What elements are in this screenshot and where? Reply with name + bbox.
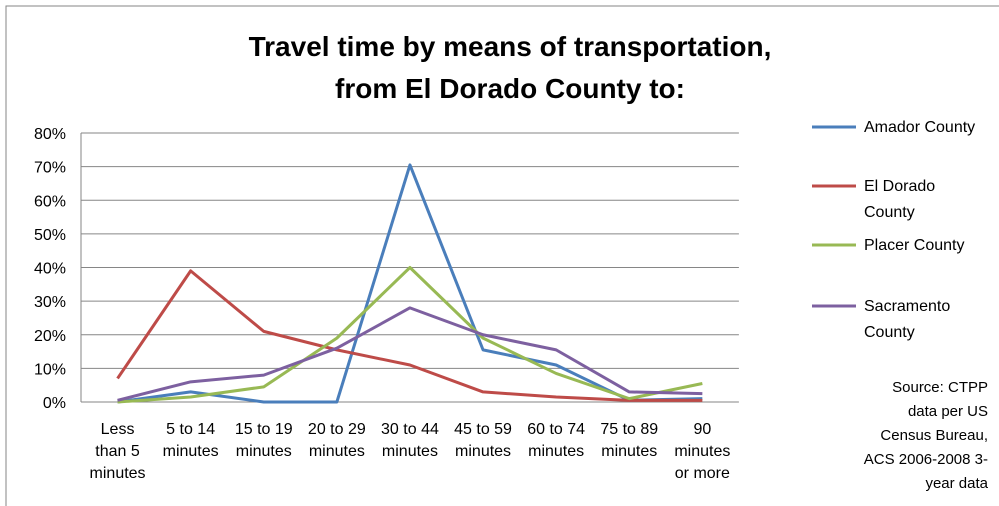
- chart-title: Travel time by means of transportation,: [249, 31, 772, 62]
- y-tick-label: 80%: [34, 126, 66, 143]
- legend-label: El Dorado County: [864, 178, 935, 221]
- x-tick-label: 5 to 14 minutes: [163, 421, 219, 460]
- source-note: data per US: [908, 403, 988, 420]
- series-line: [117, 163, 703, 404]
- source-note: year data: [925, 475, 988, 492]
- series-line: [117, 266, 703, 404]
- x-tick-label: 30 to 44 minutes: [381, 421, 439, 460]
- source-note: ACS 2006-2008 3-: [864, 451, 988, 468]
- y-tick-label: 60%: [34, 193, 66, 210]
- x-tick-label: 60 to 74 minutes: [527, 421, 585, 460]
- legend-label: Placer County: [864, 237, 965, 254]
- legend-label: Sacramento County: [864, 298, 950, 341]
- y-tick-label: 10%: [34, 361, 66, 378]
- series-line: [116, 269, 703, 402]
- x-tick-label: 20 to 29 minutes: [308, 421, 366, 460]
- x-tick-label: Less than 5 minutes: [90, 421, 146, 482]
- x-tick-label: 45 to 59 minutes: [454, 421, 512, 460]
- x-tick-label: 90 minutes or more: [674, 421, 730, 482]
- y-tick-label: 40%: [34, 261, 66, 278]
- chart-frame: [5, 5, 999, 506]
- y-tick-label: 50%: [34, 227, 66, 244]
- y-tick-label: 70%: [34, 160, 66, 177]
- y-tick-label: 30%: [34, 294, 66, 311]
- legend-label: Amador County: [864, 119, 975, 136]
- x-tick-label: 75 to 89 minutes: [600, 421, 658, 460]
- source-note: Source: CTPP: [892, 379, 988, 396]
- y-tick-label: 0%: [43, 395, 66, 412]
- series-line: [117, 306, 703, 402]
- y-tick-label: 20%: [34, 328, 66, 345]
- chart-title: from El Dorado County to:: [335, 73, 685, 104]
- source-note: Census Bureau,: [880, 427, 988, 444]
- x-tick-label: 15 to 19 minutes: [235, 421, 293, 460]
